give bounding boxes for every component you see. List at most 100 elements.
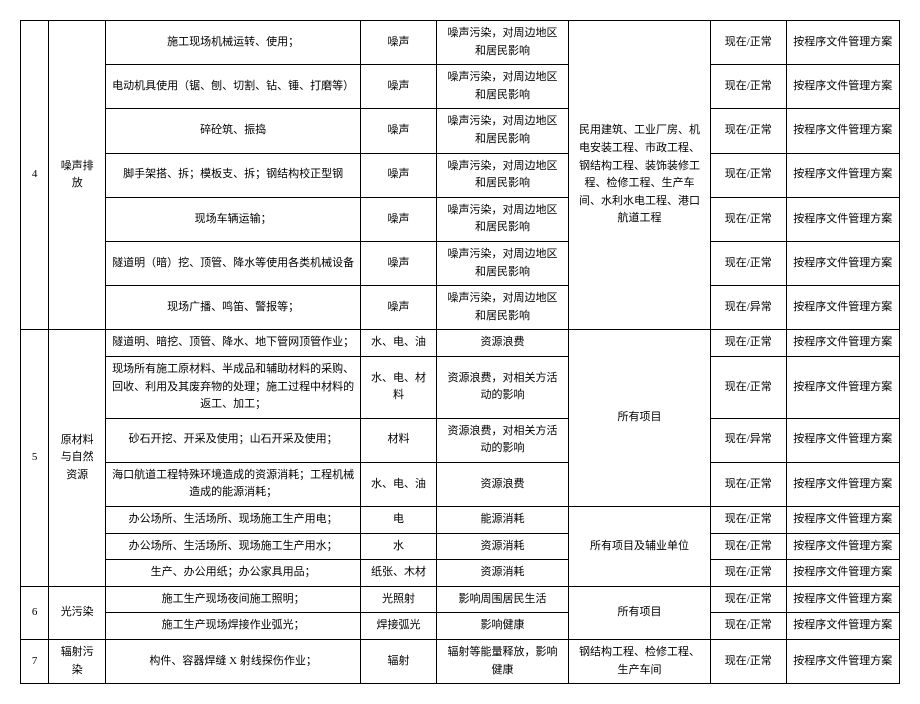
scope-cell: 钢结构工程、检修工程、生产车间 <box>569 640 711 684</box>
factor-cell: 水、电、材料 <box>361 356 437 418</box>
impact-cell: 资源浪费，对相关方活动的影响 <box>436 356 568 418</box>
status-cell: 现在/正常 <box>710 241 786 285</box>
activity-cell: 办公场所、生活场所、现场施工生产用水； <box>106 533 361 560</box>
group-category: 辐射污染 <box>49 640 106 684</box>
env-factors-table: 4噪声排放施工现场机械运转、使用；噪声噪声污染，对周边地区和居民影响民用建筑、工… <box>20 20 900 684</box>
group-category: 噪声排放 <box>49 21 106 330</box>
activity-cell: 施工生产现场焊接作业弧光； <box>106 613 361 640</box>
table-row: 脚手架搭、拆；模板支、拆；钢结构校正型钢噪声噪声污染，对周边地区和居民影响 现在/… <box>21 153 900 197</box>
scope-cell: 所有项目及辅业单位 <box>569 507 711 587</box>
status-cell: 现在/正常 <box>710 533 786 560</box>
scope-cell: 所有项目 <box>569 330 711 507</box>
action-cell: 按程序文件管理方案 <box>786 109 899 153</box>
table-row: 碎砼筑、振捣噪声噪声污染，对周边地区和居民影响现在/正常按程序文件管理方案 <box>21 109 900 153</box>
table-row: 现场车辆运输；噪声噪声污染，对周边地区和居民影响 现在/正常按程序文件管理方案 <box>21 197 900 241</box>
table-row: 海口航道工程特殊环境造成的资源消耗；工程机械造成的能源消耗；水、电、油资源浪费现… <box>21 462 900 506</box>
action-cell: 按程序文件管理方案 <box>786 197 899 241</box>
status-cell: 现在/正常 <box>710 586 786 613</box>
table-row: 隧道明（暗）挖、顶管、降水等使用各类机械设备噪声噪声污染，对周边地区和居民影响 现… <box>21 241 900 285</box>
action-cell: 按程序文件管理方案 <box>786 153 899 197</box>
status-cell: 现在/正常 <box>710 109 786 153</box>
table-row: 5原材料与自然资源隧道明、暗挖、顶管、降水、地下管网顶管作业；水、电、油资源浪费… <box>21 330 900 357</box>
status-cell: 现在/正常 <box>710 560 786 587</box>
status-cell: 现在/正常 <box>710 613 786 640</box>
action-cell: 按程序文件管理方案 <box>786 418 899 462</box>
status-cell: 现在/正常 <box>710 153 786 197</box>
activity-cell: 隧道明、暗挖、顶管、降水、地下管网顶管作业； <box>106 330 361 357</box>
factor-cell: 噪声 <box>361 109 437 153</box>
scope-cell: 民用建筑、工业厂房、机电安装工程、市政工程、钢结构工程、装饰装修工程、检修工程、… <box>569 21 711 330</box>
action-cell: 按程序文件管理方案 <box>786 507 899 534</box>
action-cell: 按程序文件管理方案 <box>786 286 899 330</box>
activity-cell: 办公场所、生活场所、现场施工生产用电； <box>106 507 361 534</box>
activity-cell: 电动机具使用（锯、刨、切割、钻、锤、打磨等） <box>106 65 361 109</box>
factor-cell: 噪声 <box>361 286 437 330</box>
factor-cell: 噪声 <box>361 21 437 65</box>
impact-cell: 噪声污染，对周边地区和居民影响 <box>436 241 568 285</box>
activity-cell: 现场广播、鸣笛、警报等； <box>106 286 361 330</box>
group-number: 6 <box>21 586 49 639</box>
group-number: 5 <box>21 330 49 587</box>
status-cell: 现在/正常 <box>710 356 786 418</box>
factor-cell: 光照射 <box>361 586 437 613</box>
factor-cell: 电 <box>361 507 437 534</box>
group-number: 7 <box>21 640 49 684</box>
group-number: 4 <box>21 21 49 330</box>
impact-cell: 能源消耗 <box>436 507 568 534</box>
status-cell: 现在/正常 <box>710 330 786 357</box>
impact-cell: 辐射等能量释放，影响健康 <box>436 640 568 684</box>
scope-cell: 所有项目 <box>569 586 711 639</box>
impact-cell: 资源浪费，对相关方活动的影响 <box>436 418 568 462</box>
impact-cell: 资源消耗 <box>436 533 568 560</box>
status-cell: 现在/正常 <box>710 65 786 109</box>
status-cell: 现在/正常 <box>710 21 786 65</box>
impact-cell: 影响周围居民生活 <box>436 586 568 613</box>
action-cell: 按程序文件管理方案 <box>786 330 899 357</box>
table-row: 现场所有施工原材料、半成品和辅助材料的采购、回收、利用及其废弃物的处理；施工过程… <box>21 356 900 418</box>
impact-cell: 噪声污染，对周边地区和居民影响 <box>436 153 568 197</box>
activity-cell: 施工生产现场夜间施工照明； <box>106 586 361 613</box>
factor-cell: 纸张、木材 <box>361 560 437 587</box>
table-row: 办公场所、生活场所、现场施工生产用电；电能源消耗所有项目及辅业单位现在/正常按程… <box>21 507 900 534</box>
impact-cell: 影响健康 <box>436 613 568 640</box>
impact-cell: 噪声污染，对周边地区和居民影响 <box>436 21 568 65</box>
factor-cell: 材料 <box>361 418 437 462</box>
impact-cell: 资源消耗 <box>436 560 568 587</box>
group-category: 原材料与自然资源 <box>49 330 106 587</box>
action-cell: 按程序文件管理方案 <box>786 356 899 418</box>
status-cell: 现在/正常 <box>710 507 786 534</box>
activity-cell: 脚手架搭、拆；模板支、拆；钢结构校正型钢 <box>106 153 361 197</box>
activity-cell: 砂石开挖、开采及使用；山石开采及使用； <box>106 418 361 462</box>
action-cell: 按程序文件管理方案 <box>786 560 899 587</box>
factor-cell: 噪声 <box>361 241 437 285</box>
table-row: 电动机具使用（锯、刨、切割、钻、锤、打磨等）噪声噪声污染，对周边地区和居民影响现… <box>21 65 900 109</box>
impact-cell: 噪声污染，对周边地区和居民影响 <box>436 286 568 330</box>
table-row: 6光污染施工生产现场夜间施工照明；光照射影响周围居民生活所有项目现在/正常按程序… <box>21 586 900 613</box>
action-cell: 按程序文件管理方案 <box>786 241 899 285</box>
activity-cell: 隧道明（暗）挖、顶管、降水等使用各类机械设备 <box>106 241 361 285</box>
impact-cell: 资源浪费 <box>436 330 568 357</box>
factor-cell: 噪声 <box>361 153 437 197</box>
status-cell: 现在/异常 <box>710 286 786 330</box>
factor-cell: 焊接弧光 <box>361 613 437 640</box>
activity-cell: 施工现场机械运转、使用； <box>106 21 361 65</box>
factor-cell: 噪声 <box>361 197 437 241</box>
factor-cell: 水、电、油 <box>361 330 437 357</box>
table-row: 生产、办公用纸；办公家具用品；纸张、木材资源消耗 现在/正常按程序文件管理方案 <box>21 560 900 587</box>
activity-cell: 生产、办公用纸；办公家具用品； <box>106 560 361 587</box>
action-cell: 按程序文件管理方案 <box>786 586 899 613</box>
status-cell: 现在/正常 <box>710 197 786 241</box>
impact-cell: 资源浪费 <box>436 462 568 506</box>
impact-cell: 噪声污染，对周边地区和居民影响 <box>436 197 568 241</box>
status-cell: 现在/正常 <box>710 462 786 506</box>
table-row: 4噪声排放施工现场机械运转、使用；噪声噪声污染，对周边地区和居民影响民用建筑、工… <box>21 21 900 65</box>
action-cell: 按程序文件管理方案 <box>786 533 899 560</box>
activity-cell: 海口航道工程特殊环境造成的资源消耗；工程机械造成的能源消耗； <box>106 462 361 506</box>
action-cell: 按程序文件管理方案 <box>786 65 899 109</box>
action-cell: 按程序文件管理方案 <box>786 640 899 684</box>
action-cell: 按程序文件管理方案 <box>786 21 899 65</box>
factor-cell: 噪声 <box>361 65 437 109</box>
activity-cell: 现场车辆运输； <box>106 197 361 241</box>
activity-cell: 构件、容器焊缝 X 射线探伤作业； <box>106 640 361 684</box>
factor-cell: 辐射 <box>361 640 437 684</box>
